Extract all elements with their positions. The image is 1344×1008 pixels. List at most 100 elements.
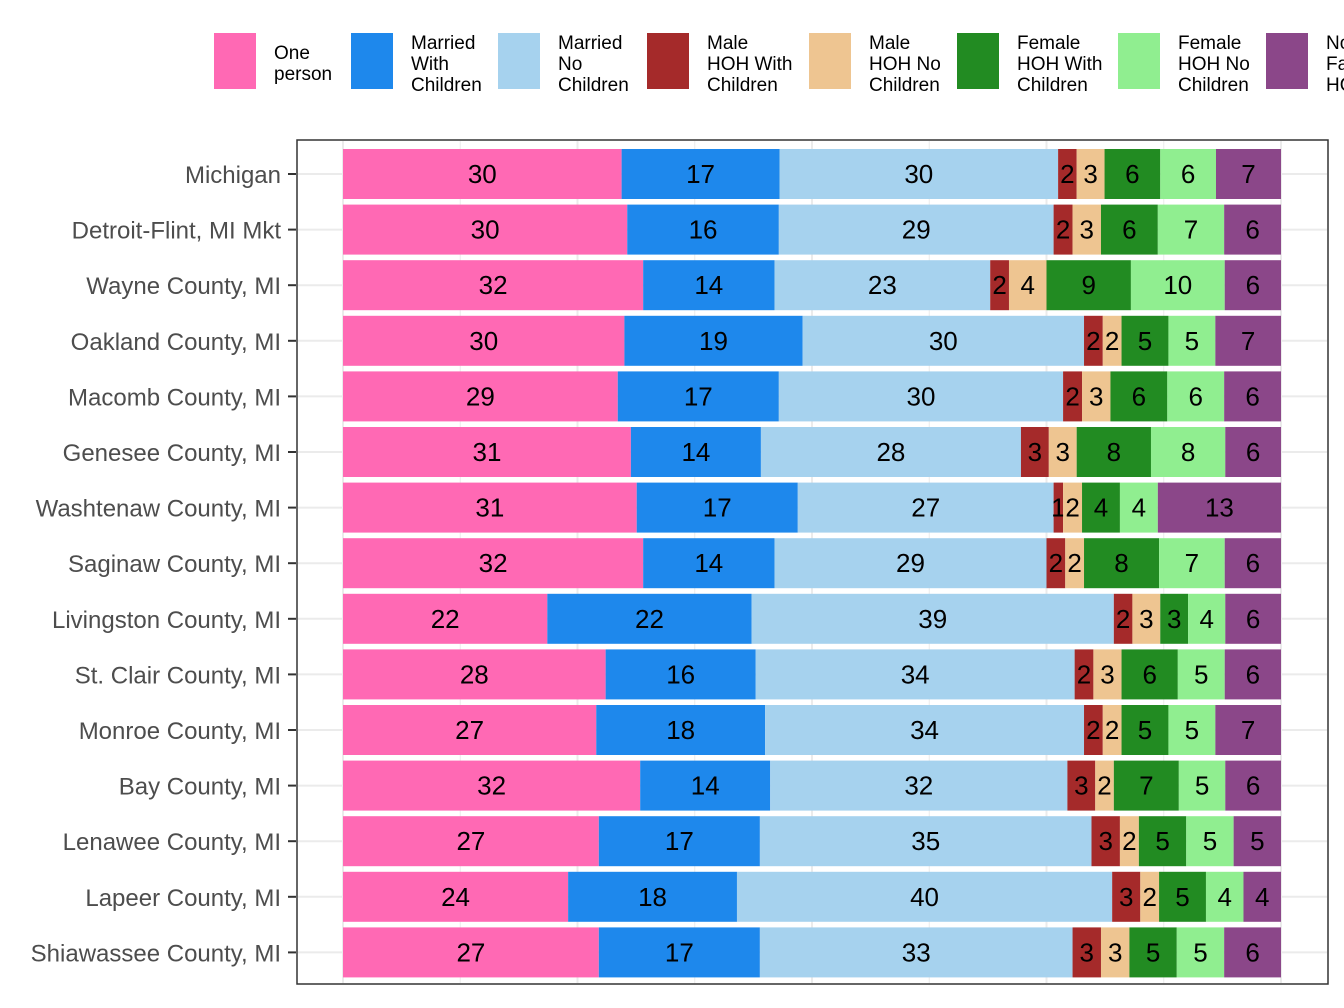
bar-segment [990,260,1009,311]
y-tick-label: Monroe County, MI [79,718,281,745]
bar-segment [759,927,1073,978]
bar-segment [1168,705,1216,755]
bar-segment [1095,760,1114,811]
data-label: 27 [455,715,484,745]
bar-segment [598,816,760,867]
data-label: 5 [1146,937,1160,967]
data-label: 3 [1167,604,1181,634]
data-label: 34 [901,659,930,689]
data-label: 10 [1163,270,1192,300]
bar-segment [605,649,756,700]
data-label: 2 [1105,715,1119,745]
data-label: 32 [479,548,508,578]
legend-label: One person [274,43,332,85]
data-label: 5 [1250,826,1264,856]
data-label: 7 [1185,548,1199,578]
bar-segment [343,482,637,533]
bar-segment [1176,927,1225,978]
data-label: 2 [1097,771,1111,801]
bar-segment [1225,760,1281,811]
bar-segment [1065,538,1085,589]
bar-segment [630,427,761,477]
bar-segment [1048,427,1077,477]
bar-segment [636,482,798,533]
legend-label: Married No Children [558,33,629,96]
data-label: 33 [902,937,931,967]
data-label: 17 [703,493,732,523]
bar-segment [1084,705,1103,755]
bar-segment [617,371,779,422]
legend-label: Male HOH With Children [707,33,793,96]
bar-segment [640,760,771,811]
bar-segment [765,705,1085,755]
bar-segment [1167,371,1225,422]
data-label: 30 [904,159,933,189]
bar-segment [1058,149,1077,199]
bar-segment [1168,315,1216,366]
data-label: 8 [1107,437,1121,467]
legend-item: Male HOH No Children [809,33,941,96]
data-label: 3 [1108,937,1122,967]
data-label: 40 [910,882,939,912]
bar-row: 29 17 30 2 3 6 6 6 [343,371,1281,422]
data-label: 14 [691,771,720,801]
bar-segment [1046,538,1066,589]
bar-segment [770,760,1068,811]
bar-segment [343,871,569,922]
data-label: 14 [681,437,710,467]
bar-segment [1160,593,1189,644]
data-label: 28 [876,437,905,467]
legend-item: One person [214,33,332,89]
bar-segment [1140,871,1160,922]
bar-row: 27 18 34 2 2 5 5 7 [343,705,1281,755]
legend-item: Female HOH No Children [1118,33,1250,96]
bar-row: 31 14 28 3 3 8 8 6 [343,427,1281,477]
legend-label: Female HOH With Children [1017,33,1103,96]
data-label: 31 [475,493,504,523]
bar-segment [1130,260,1225,311]
data-label: 6 [1245,215,1259,245]
data-label: 2 [992,270,1006,300]
data-label: 3 [1089,381,1103,411]
data-label: 2 [1086,715,1100,745]
bar-segment [1113,593,1133,644]
bar-segment [343,927,599,978]
bar-segment [1053,482,1064,533]
bar-segment [1113,760,1179,811]
bar-row: 27 17 35 3 2 5 5 5 [343,816,1281,867]
data-label: 3 [1080,937,1094,967]
bar-segment [1215,315,1281,366]
data-label: 2 [1067,548,1081,578]
data-label: 5 [1193,937,1207,967]
bar-segment [343,705,597,755]
bar-segment [1084,315,1103,366]
data-label: 5 [1203,826,1217,856]
data-label: 2 [1086,326,1100,356]
data-label: 5 [1185,715,1199,745]
bar-segment [343,760,641,811]
y-tick-label: Macomb County, MI [68,384,281,411]
bar-row: 28 16 34 2 3 6 5 6 [343,649,1281,700]
y-tick-label: Wayne County, MI [86,273,281,300]
bar-segment [1159,538,1225,589]
data-label: 2 [1122,826,1136,856]
bar-segment [1224,649,1281,700]
legend-item: Married No Children [498,33,629,96]
bar-segment [1224,538,1281,589]
data-label: 32 [904,771,933,801]
bar-segment [1074,649,1094,700]
bar-segment [598,927,760,978]
bar-segment [1224,260,1281,311]
bar-segment [343,371,618,422]
bar-segment [1224,371,1281,422]
legend: One person Married With Children Married No Chi… [214,33,1344,96]
data-label: 3 [1083,159,1097,189]
legend-label: Married With Children [411,33,482,96]
data-label: 5 [1138,715,1152,745]
bar-segment [1072,204,1101,255]
bar-segment [621,149,780,199]
data-label: 7 [1241,159,1255,189]
bar-segment [1225,427,1281,477]
bar-segment [643,538,775,589]
